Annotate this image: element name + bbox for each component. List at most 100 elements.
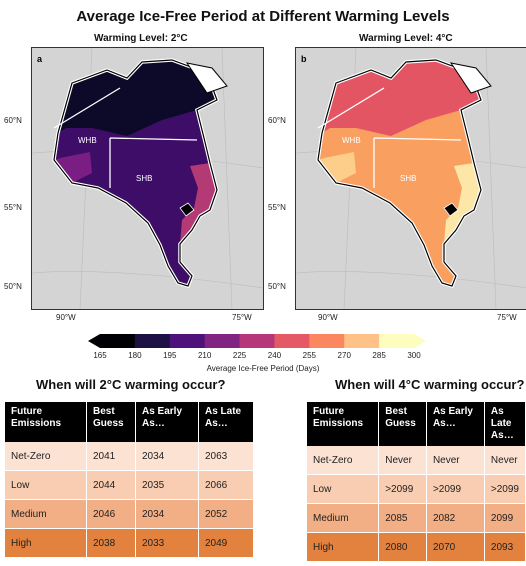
lat-label-55n-a: 55°N [4,203,22,212]
table-cell: Medium [5,499,87,529]
table-cell: Low [5,470,87,500]
column-header: As Early As… [135,402,199,442]
lon-label-90w-b: 90°W [318,313,338,322]
colorbar-tick-label: 180 [128,351,142,360]
region-label-whb: WHB [78,136,97,145]
lat-label-50n-b: 50°N [268,282,286,291]
table-cell: Medium [307,503,380,533]
table-cell: 2070 [426,532,485,562]
table-cell: 2034 [135,442,199,471]
column-header: Best Guess [86,402,136,442]
table-2c-heading: When will 2°C warming occur? [36,377,226,392]
table-2c-warming: Future Emissions Best Guess As Early As…… [5,402,254,558]
table-row: Low 2044 2035 2066 [5,470,254,500]
table-cell: 2044 [86,470,136,500]
colorbar-segment [379,334,415,348]
table-header-row: Future Emissions Best Guess As Early As…… [307,402,526,446]
column-header: As Late As… [484,402,526,446]
table-cell: Never [484,446,526,475]
colorbar-tick-label: 300 [407,351,421,360]
panel-a-letter: a [37,54,43,64]
colorbar-tick-label: 195 [163,351,177,360]
table-cell: >2099 [484,474,526,504]
map-panel-b: b WHB SHB [295,47,526,310]
table-row: Net-Zero Never Never Never [307,446,526,475]
table-cell: 2035 [135,470,199,500]
colorbar-tick-label: 270 [337,351,351,360]
lat-label-60n-b: 60°N [268,116,286,125]
colorbar-tick-label: 165 [93,351,107,360]
table-row: High 2080 2070 2093 [307,532,526,562]
table-header-row: Future Emissions Best Guess As Early As…… [5,402,254,442]
table-cell: 2093 [484,532,526,562]
colorbar-segment [169,334,206,348]
colorbar-tick-label: 255 [302,351,317,360]
region-label-shb: SHB [400,174,416,183]
table-row: High 2038 2033 2049 [5,528,254,558]
lat-label-50n-a: 50°N [4,282,22,291]
lat-label-60n-a: 60°N [4,116,22,125]
table-cell: Low [307,474,380,504]
table-cell: Never [378,446,427,475]
table-cell: 2046 [86,499,136,529]
table-4c-heading: When will 4°C warming occur? [335,377,525,392]
table-cell: >2099 [378,474,427,504]
table-cell: 2033 [135,528,199,558]
table-cell: 2085 [378,503,427,533]
table-cell: 2049 [198,528,254,558]
column-header: As Early As… [426,402,485,446]
table-cell: 2041 [86,442,136,471]
panel-a-subtitle: Warming Level: 2°C [94,33,188,44]
table-cell: 2082 [426,503,485,533]
table-4c-warming: Future Emissions Best Guess As Early As…… [307,402,526,562]
figure-title: Average Ice-Free Period at Different War… [76,8,450,25]
column-header: Future Emissions [307,402,380,446]
lon-label-75w-a: 75°W [232,313,252,322]
table-cell: 2066 [198,470,254,500]
map-b-svg: b WHB SHB [296,48,526,309]
table-row: Net-Zero 2041 2034 2063 [5,442,254,471]
panel-b-subtitle: Warming Level: 4°C [359,33,453,44]
colorbar-segment [309,334,345,348]
table-cell: 2052 [198,499,254,529]
colorbar-segment [204,334,241,348]
colorbar-tick-label: 285 [372,351,386,360]
table-cell: High [5,528,87,558]
table-cell: Net-Zero [5,442,87,471]
table-cell: 2099 [484,503,526,533]
colorbar-tick-label: 210 [197,351,212,360]
column-header: Future Emissions [5,402,87,442]
colorbar-extend-low [88,334,100,348]
colorbar-segment [134,334,171,348]
column-header: As Late As… [198,402,254,442]
map-a-svg: a WHB SHB [32,48,263,309]
colorbar-tick-label: 225 [232,351,247,360]
region-label-whb: WHB [342,136,361,145]
lat-label-55n-b: 55°N [268,203,286,212]
table-cell: Never [426,446,485,475]
colorbar-extend-high [414,334,426,348]
table-row: Low >2099 >2099 >2099 [307,474,526,504]
colorbar-segment [274,334,310,348]
lon-label-90w-a: 90°W [56,313,76,322]
table-row: Medium 2085 2082 2099 [307,503,526,533]
table-cell: 2038 [86,528,136,558]
map-panel-a: a WHB SHB [31,47,264,310]
table-cell: 2063 [198,442,254,471]
table-cell: >2099 [426,474,485,504]
colorbar-segment [344,334,380,348]
colorbar-segment [239,334,275,348]
table-cell: High [307,532,380,562]
column-header: Best Guess [378,402,427,446]
colorbar-tick-label: 240 [267,351,282,360]
colorbar-segment [100,334,136,348]
colorbar [88,334,426,348]
colorbar-label: Average Ice-Free Period (Days) [206,364,320,373]
table-cell: Net-Zero [307,446,380,475]
region-label-shb: SHB [136,174,152,183]
table-cell: 2034 [135,499,199,529]
table-row: Medium 2046 2034 2052 [5,499,254,529]
panel-b-letter: b [301,54,307,64]
lon-label-75w-b: 75°W [497,313,517,322]
table-cell: 2080 [378,532,427,562]
